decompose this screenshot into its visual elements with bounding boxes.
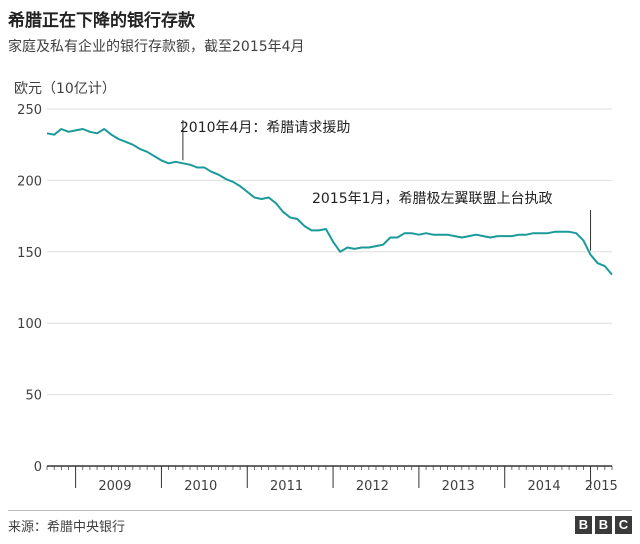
source-note: 来源：希腊中央银行 (8, 520, 126, 535)
chart-subtitle: 家庭及私有企业的银行存款额，截至2015年4月 (8, 39, 305, 55)
logo-letter: B (575, 516, 592, 534)
y-tick-label: 100 (17, 317, 42, 332)
y-axis-label: 欧元（10亿计） (14, 81, 116, 97)
y-tick-label: 250 (17, 103, 42, 118)
x-tick-label: 2015 (585, 479, 618, 494)
y-tick-label: 150 (17, 246, 42, 261)
x-tick-label: 2012 (356, 479, 389, 494)
x-tick-label: 2009 (98, 479, 131, 494)
annotation-label: 2010年4月：希腊请求援助 (180, 120, 351, 136)
x-tick-label: 2013 (442, 479, 475, 494)
logo-letter: C (615, 516, 632, 534)
annotations: 2010年4月：希腊请求援助 2015年1月，希腊极左翼联盟上台执政 (180, 120, 592, 251)
footer-divider (8, 510, 632, 511)
logo-letter: B (595, 516, 612, 534)
x-tick-label: 2014 (528, 479, 561, 494)
y-tick-label: 50 (25, 389, 42, 404)
x-tick-label: 2011 (270, 479, 303, 494)
annotation-label: 2015年1月，希腊极左翼联盟上台执政 (312, 191, 553, 207)
bbc-logo: B B C (575, 516, 632, 534)
y-axis-ticks: 0 50 100 150 200 250 (17, 103, 42, 475)
gridlines (47, 108, 612, 396)
series-group (46, 128, 613, 276)
chart-title: 希腊正在下降的银行存款 (8, 11, 195, 31)
y-tick-label: 0 (34, 460, 42, 475)
y-tick-label: 200 (17, 174, 42, 189)
x-tick-label: 2010 (184, 479, 217, 494)
series-line (46, 128, 613, 276)
x-axis: 2009 2010 2011 2012 2013 2014 2015 (46, 465, 618, 494)
